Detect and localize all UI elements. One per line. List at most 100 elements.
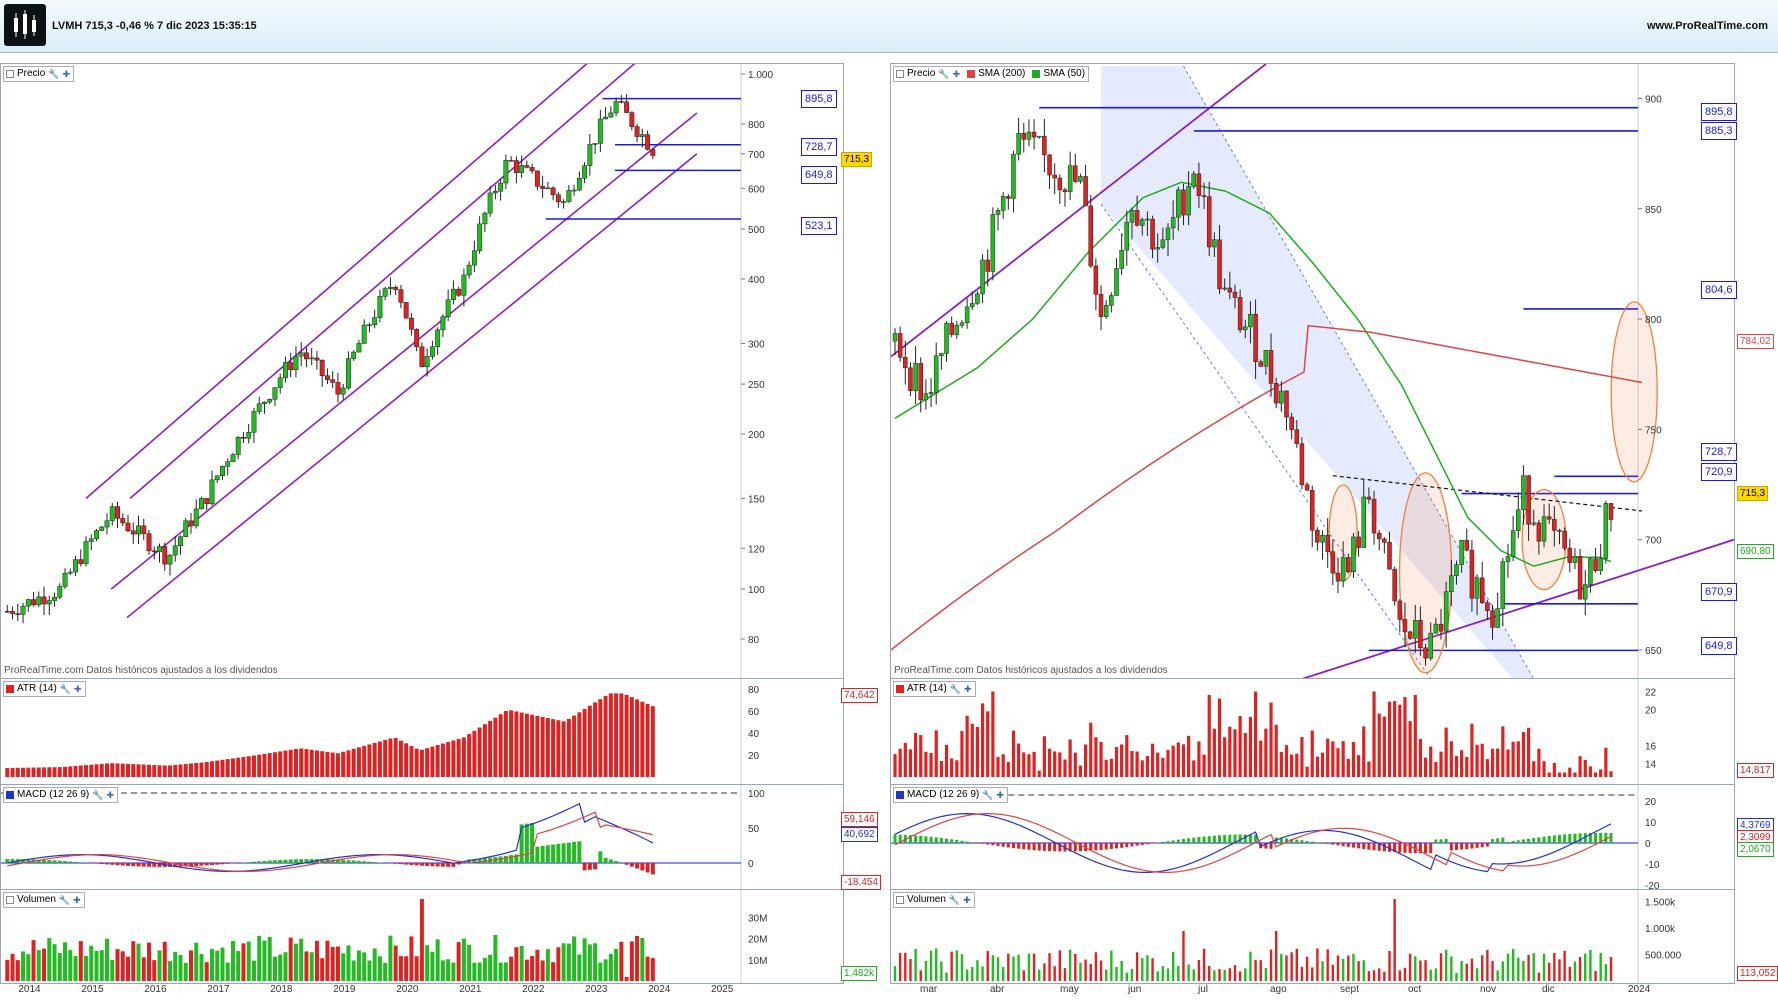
atr-bar: [524, 713, 529, 777]
volume-bar: [556, 947, 561, 981]
candle-body: [1479, 577, 1485, 604]
volume-bar: [147, 942, 151, 981]
add-icon[interactable]: ✚: [62, 69, 71, 79]
sma50-text: SMA (50): [1043, 68, 1086, 79]
right-level-804[interactable]: 804,6: [1701, 281, 1737, 299]
macd-hist-bar: [587, 863, 592, 870]
candle-body: [1165, 227, 1171, 241]
volume-bar: [996, 957, 1000, 981]
right-level-720[interactable]: 720,9: [1701, 463, 1737, 481]
volume-bar: [199, 954, 204, 981]
candle-body: [1016, 132, 1021, 155]
prorealtime-logo[interactable]: [4, 4, 46, 46]
left-x-label: 2014: [18, 984, 41, 995]
wrench-icon[interactable]: 🔧: [59, 684, 72, 694]
macd-hist-bar: [377, 862, 382, 863]
volume-bar: [1584, 953, 1587, 981]
left-x-label: 2025: [711, 984, 734, 995]
atr-bar: [288, 749, 293, 777]
macd-hist-bar: [1393, 843, 1397, 853]
volume-bar: [1414, 956, 1417, 981]
right-level-885[interactable]: 885,3: [1701, 122, 1737, 140]
macd-hist-bar: [1048, 843, 1052, 852]
left-price-label[interactable]: Precio 🔧 ✚: [3, 66, 75, 82]
add-icon[interactable]: ✚: [963, 895, 971, 905]
wrench-icon[interactable]: 🔧: [948, 895, 961, 905]
volume-tick-label: 1.000k: [1645, 924, 1676, 935]
wrench-icon[interactable]: 🔧: [938, 69, 950, 79]
candle-body: [1119, 249, 1124, 269]
candle-body: [41, 596, 47, 605]
candle-body: [157, 546, 162, 552]
right-level-649[interactable]: 649,8: [1701, 637, 1737, 655]
wrench-icon[interactable]: 🔧: [48, 69, 60, 79]
left-level-895[interactable]: 895,8: [801, 90, 837, 108]
site-name[interactable]: www.ProRealTime.com: [1646, 20, 1768, 32]
right-level-670[interactable]: 670,9: [1701, 583, 1737, 601]
wrench-icon[interactable]: 🔧: [58, 895, 71, 905]
macd-hist-bar: [645, 863, 650, 873]
volume-bar: [152, 960, 157, 981]
volume-bar: [608, 953, 613, 981]
add-icon[interactable]: ✚: [964, 684, 972, 694]
left-level-649[interactable]: 649,8: [801, 166, 837, 184]
atr-bar: [1573, 772, 1577, 777]
candle-body: [985, 259, 990, 272]
left-macd-label[interactable]: MACD (12 26 9) 🔧 ✚: [3, 787, 119, 803]
add-icon[interactable]: ✚: [952, 69, 961, 79]
candle-body: [624, 101, 630, 113]
atr-bar: [587, 705, 592, 777]
right-atr-label[interactable]: ATR (14) 🔧 ✚: [893, 681, 976, 697]
add-icon[interactable]: ✚: [73, 895, 81, 905]
left-volume-label[interactable]: Volumen 🔧 ✚: [3, 892, 85, 908]
candle-body: [225, 461, 231, 467]
add-icon[interactable]: ✚: [106, 790, 115, 800]
candle-body: [1299, 443, 1305, 485]
add-icon[interactable]: ✚: [74, 684, 82, 694]
candle-body: [1263, 350, 1269, 367]
macd-hist-bar: [209, 863, 214, 866]
candle-body: [566, 190, 572, 202]
left-macd-pane[interactable]: 100 50 0 MACD (12 26 9) 🔧 ✚: [0, 784, 844, 891]
wrench-icon[interactable]: 🔧: [982, 790, 994, 800]
candle-body: [995, 210, 1001, 215]
right-volume-label[interactable]: Volumen 🔧 ✚: [893, 892, 975, 908]
volume-bar: [456, 942, 461, 981]
right-level-895[interactable]: 895,8: [1701, 103, 1737, 121]
volume-bar: [209, 949, 214, 981]
atr-bar: [105, 763, 110, 777]
left-level-523[interactable]: 523,1: [801, 217, 837, 235]
left-level-728[interactable]: 728,7: [801, 138, 837, 156]
right-volume-pane[interactable]: 1.500k 1.000k 500.000 Volumen 🔧 ✚: [890, 889, 1735, 984]
right-macd-label[interactable]: MACD (12 26 9) 🔧 ✚: [893, 787, 1009, 803]
right-atr-pane[interactable]: 22 20 16 14 ATR (14) 🔧 ✚: [890, 678, 1735, 786]
left-atr-pane[interactable]: 80 60 40 20 ATR (14) 🔧 ✚: [0, 678, 844, 786]
right-x-label: jun: [1128, 984, 1142, 995]
left-price-pane[interactable]: 1.000 800 700 600 500 400 300 250 200 150 120 100 80…: [0, 63, 844, 680]
macd-hist-bar: [1537, 837, 1541, 843]
left-volume-pane[interactable]: 30M 20M 10M Volumen 🔧 ✚: [0, 889, 844, 984]
wrench-icon[interactable]: 🔧: [949, 684, 962, 694]
atr-swatch: [896, 685, 904, 693]
candle-body: [1567, 547, 1573, 563]
atr-bar: [362, 745, 367, 777]
right-x-label: oct: [1408, 984, 1422, 995]
add-icon[interactable]: ✚: [996, 790, 1005, 800]
volume-bar: [1542, 953, 1546, 981]
right-macd-pane[interactable]: 20 10 0 -10 -20 MACD (12 26 9) 🔧 ✚: [890, 784, 1735, 891]
candle-body: [445, 299, 451, 317]
candle-body: [1237, 297, 1243, 331]
upper-trendline: [891, 64, 1267, 358]
wrench-icon[interactable]: 🔧: [92, 790, 104, 800]
right-price-label[interactable]: Precio 🔧 ✚ SMA (200) SMA (50): [893, 66, 1090, 82]
right-level-728[interactable]: 728,7: [1701, 443, 1737, 461]
volume-bar: [1141, 958, 1144, 981]
candle-body: [193, 508, 199, 527]
volume-bar: [31, 940, 36, 981]
macd-swatch: [896, 791, 904, 799]
left-atr-label[interactable]: ATR (14) 🔧 ✚: [3, 681, 86, 697]
right-price-pane[interactable]: 900 850 800 750 700 650 Precio 🔧 ✚ SMA (200) SM…: [890, 63, 1735, 680]
volume-bar: [451, 962, 456, 981]
candle-body: [933, 355, 939, 393]
candle-body: [1433, 623, 1439, 634]
